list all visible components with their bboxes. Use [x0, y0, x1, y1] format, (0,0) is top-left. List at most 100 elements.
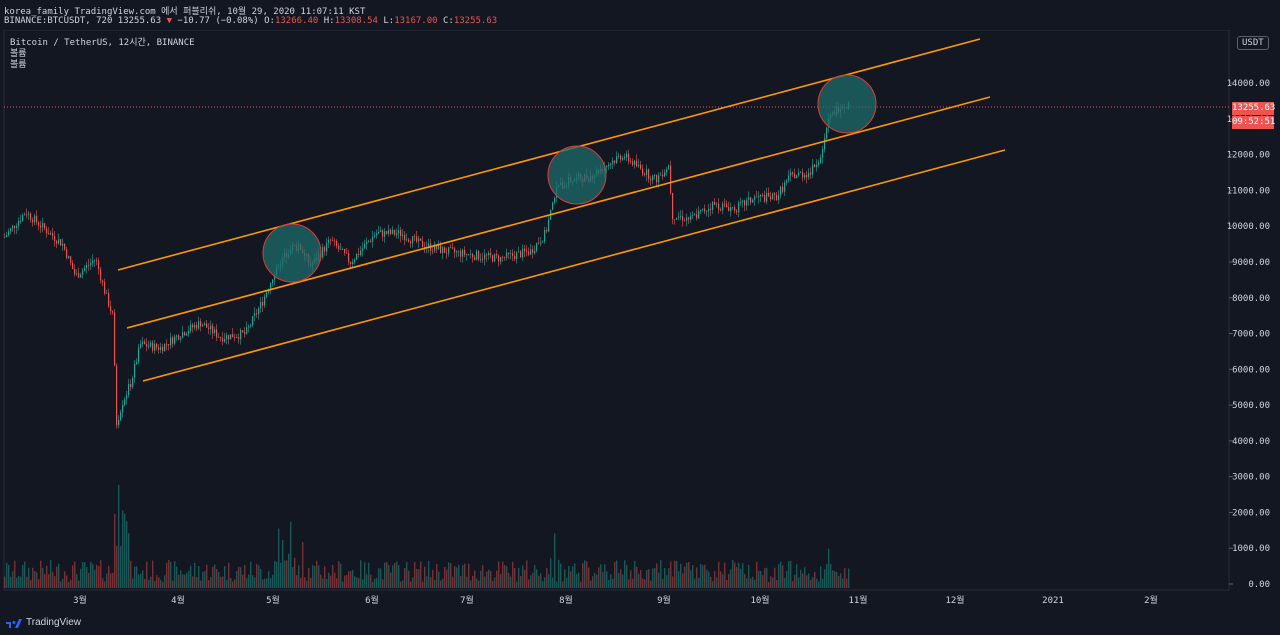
price-chart[interactable]: 14000.0013000.0012000.0011000.0010000.00…	[0, 30, 1280, 610]
volume-bar	[218, 572, 220, 588]
candle-body	[338, 245, 340, 250]
time-axis-label: 11월	[848, 594, 867, 606]
candle-body	[342, 248, 344, 250]
candle-body	[822, 149, 824, 158]
volume-bar	[286, 560, 288, 588]
highlight-circle-may[interactable]	[262, 223, 322, 283]
candle-body	[180, 337, 182, 340]
candle-body	[168, 344, 170, 346]
currency-button[interactable]: USDT	[1237, 36, 1269, 50]
candle-body	[204, 323, 206, 326]
volume-bar	[436, 564, 438, 588]
volume-bar	[360, 560, 362, 588]
volume-bar	[184, 574, 186, 588]
volume-bar	[396, 561, 398, 588]
candle-body	[712, 201, 714, 210]
candle-body	[766, 193, 768, 202]
time-axis[interactable]: 3월 4월 5월 6월 7월 8월 9월 10월 11월 12월 2021 2월	[73, 594, 1158, 606]
channel-upper-line[interactable]	[117, 38, 981, 271]
candle-body	[102, 280, 104, 282]
candle-body	[700, 209, 702, 212]
candle-body	[644, 174, 646, 176]
volume-bar	[374, 578, 376, 588]
volume-bar	[232, 581, 234, 588]
candle-body	[776, 194, 778, 200]
high-label: H:	[323, 16, 335, 26]
volume-bar	[70, 579, 72, 588]
volume-bar	[738, 562, 740, 588]
candle-body	[782, 186, 784, 192]
volume-bar	[568, 565, 570, 588]
candle-body	[746, 200, 748, 206]
candle-body	[660, 174, 662, 176]
volume-bar	[630, 570, 632, 588]
volume-bar	[552, 577, 554, 588]
volume-bar	[88, 572, 90, 588]
channel-middle-line[interactable]	[126, 96, 991, 329]
candle-body	[330, 239, 332, 241]
volume-bar	[506, 566, 508, 588]
price-axis[interactable]: 14000.0013000.0012000.0011000.0010000.00…	[1227, 79, 1270, 590]
volume-bar	[390, 572, 392, 588]
candle-body	[134, 363, 136, 378]
candle-body	[812, 164, 814, 175]
candle-body	[36, 215, 38, 223]
volume-bar	[540, 573, 542, 588]
volume-bar	[460, 576, 462, 588]
volume-bar	[334, 572, 336, 588]
volume-bar	[220, 576, 222, 588]
volume-bar	[60, 581, 62, 588]
channel-lower-line[interactable]	[142, 149, 1006, 382]
volume-bar	[384, 562, 386, 588]
volume-bar	[132, 578, 134, 588]
candle-body	[262, 302, 264, 306]
chart-pane[interactable]	[3, 30, 1230, 591]
candle-body	[384, 231, 386, 237]
candle-body	[542, 241, 544, 243]
volume-bar	[378, 568, 380, 588]
volume-bar	[440, 580, 442, 588]
volume-bar	[584, 560, 586, 588]
candle-body	[110, 306, 112, 312]
candle-body	[70, 256, 72, 263]
candle-body	[216, 329, 218, 338]
candle-body	[802, 172, 804, 178]
candle-body	[762, 194, 764, 196]
tradingview-brand[interactable]: TradingView	[6, 617, 81, 628]
volume-bar	[772, 577, 774, 588]
candle-body	[364, 243, 366, 249]
volume-bar	[566, 577, 568, 588]
volume-bar	[542, 581, 544, 588]
volume-bar	[844, 568, 846, 588]
volume-bar	[486, 571, 488, 588]
candle-body	[522, 248, 524, 258]
volume-bar	[570, 571, 572, 588]
volume-bar	[190, 565, 192, 588]
candle-body	[708, 208, 710, 211]
open-value: 13266.40	[274, 16, 319, 26]
candle-body	[794, 173, 796, 179]
highlight-circle-october[interactable]	[817, 74, 877, 134]
volume-bar	[344, 575, 346, 588]
price-axis-label: 1000.00	[1232, 544, 1270, 554]
price-axis-label: 8000.00	[1232, 294, 1270, 304]
highlight-circles[interactable]	[262, 74, 877, 283]
price-axis-label: 2000.00	[1232, 508, 1270, 518]
candle-body	[88, 264, 90, 266]
volume-bar	[582, 563, 584, 588]
volume-bar	[250, 561, 252, 588]
candle-body	[408, 239, 410, 242]
volume-bar	[204, 571, 206, 588]
volume-bar	[810, 579, 812, 588]
candle-body	[532, 249, 534, 253]
candle-body	[480, 258, 482, 260]
volume-bar	[616, 560, 618, 588]
volume-bar	[116, 546, 118, 588]
highlight-circle-august[interactable]	[547, 145, 607, 205]
volume-bar	[310, 577, 312, 588]
volume-bar	[8, 564, 10, 588]
candle-body	[260, 302, 262, 309]
candle-body	[96, 259, 98, 261]
volume-bar	[244, 565, 246, 588]
candle-body	[778, 195, 780, 200]
